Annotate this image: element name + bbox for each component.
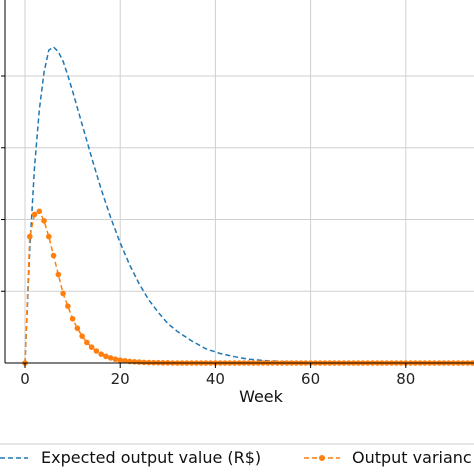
legend-item-expected-output: Expected output value (R$) [0, 448, 261, 467]
x-tick-label: 80 [396, 370, 415, 388]
series-point-1 [69, 315, 76, 322]
series-point-1 [36, 208, 43, 215]
series-point-1 [103, 353, 109, 360]
series-point-1 [93, 348, 100, 354]
series-point-1 [88, 344, 95, 351]
series-point-1 [136, 359, 143, 365]
series-point-1 [26, 233, 33, 240]
x-tick-label: 60 [301, 370, 320, 388]
series-point-1 [65, 303, 71, 309]
series-point-1 [60, 290, 66, 297]
series-point-1 [131, 358, 138, 365]
x-tick-label: 40 [206, 370, 225, 388]
series-point-1 [122, 357, 128, 364]
series-point-1 [141, 359, 147, 366]
legend-marker-output-variance [319, 455, 325, 461]
series-point-1 [50, 252, 57, 259]
plot-area [5, 0, 474, 363]
series-point-1 [55, 271, 62, 278]
x-tick-label: 20 [111, 370, 130, 388]
series-point-1 [84, 339, 90, 346]
legend-item-output-variance: Output varianc [304, 448, 472, 467]
series-point-1 [79, 333, 85, 339]
grid [5, 0, 474, 363]
x-axis-label: Week [239, 387, 284, 406]
series-point-1 [74, 325, 81, 332]
series-point-1 [46, 233, 52, 240]
series-point-1 [41, 218, 47, 224]
series-point-1 [98, 351, 104, 357]
legend-label-expected-output: Expected output value (R$) [41, 448, 261, 467]
x-axis-ticks: 0 20 40 60 80 [1, 75, 415, 388]
series-point-1 [31, 211, 38, 218]
x-tick-label: 0 [20, 370, 30, 388]
legend-label-output-variance: Output varianc [352, 448, 472, 467]
series-point-1 [112, 356, 119, 363]
series-point-1 [107, 355, 114, 361]
series-point-1 [117, 357, 123, 363]
legend: Expected output value (R$) Output varian… [0, 443, 474, 467]
